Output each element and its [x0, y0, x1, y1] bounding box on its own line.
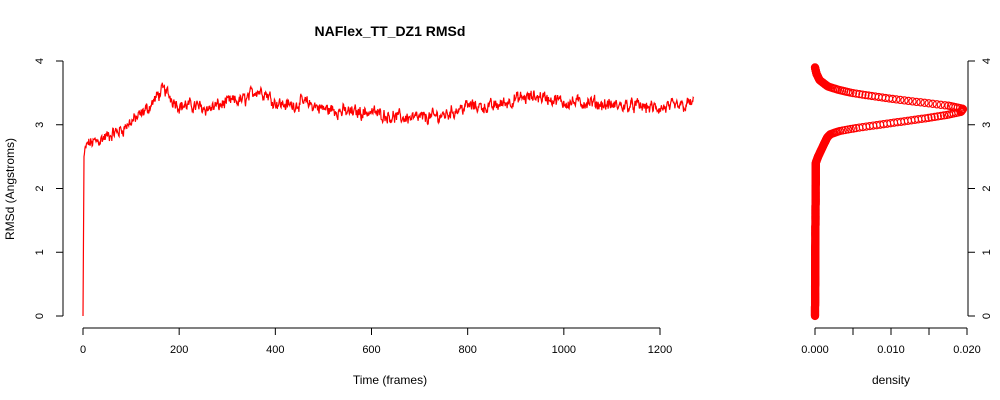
rmsd-series-line — [82, 82, 695, 317]
density-x-tick-label: 0.000 — [801, 344, 829, 356]
density-y-axis: 0 1 2 3 4 — [967, 58, 993, 319]
density-x-axis-title: density — [872, 373, 910, 387]
density-point — [932, 100, 941, 109]
density-point — [912, 97, 921, 107]
density-point — [927, 113, 936, 122]
y-tick-label: 3 — [34, 122, 46, 128]
x-tick-label: 1000 — [552, 344, 576, 356]
density-x-tick-label: 0.010 — [877, 344, 905, 356]
y-tick-label: 0 — [34, 313, 46, 319]
y-tick-label: 1 — [34, 249, 46, 255]
x-tick-label: 200 — [170, 344, 188, 356]
density-point — [846, 124, 855, 134]
y-axis-title: RMSd (Angstroms) — [3, 138, 17, 240]
density-point — [944, 101, 953, 110]
density-point — [936, 111, 946, 121]
density-y-tick-label: 0 — [981, 313, 993, 319]
chart-title: NAFlex_TT_DZ1 RMSd — [315, 23, 466, 39]
x-tick-label: 1200 — [648, 344, 672, 356]
density-point — [940, 101, 950, 110]
y-tick-label: 2 — [34, 185, 46, 191]
density-point — [933, 112, 942, 121]
x-tick-label: 400 — [266, 344, 284, 356]
density-point — [864, 91, 873, 100]
density-point — [908, 97, 917, 106]
density-point — [930, 112, 939, 122]
density-y-tick-label: 1 — [981, 249, 993, 255]
x-tick-label: 800 — [458, 344, 476, 356]
density-y-tick-label: 3 — [981, 122, 993, 128]
density-point — [924, 113, 933, 123]
density-x-tick-label: 0.020 — [953, 344, 981, 356]
density-point — [924, 99, 933, 108]
density-y-tick-label: 4 — [981, 58, 993, 64]
density-point — [928, 99, 937, 108]
y-axis: 0 1 2 3 4 — [34, 58, 64, 319]
density-point — [904, 96, 913, 106]
x-tick-label: 600 — [362, 344, 380, 356]
x-axis: 0 200 400 600 800 1000 1200 — [80, 327, 672, 356]
density-point — [858, 90, 867, 99]
density-point — [810, 63, 820, 72]
density-points — [810, 63, 968, 321]
density-point — [861, 90, 870, 100]
y-tick-label: 4 — [34, 58, 46, 64]
x-tick-label: 0 — [80, 344, 86, 356]
density-point — [867, 91, 876, 101]
density-point — [921, 114, 930, 123]
density-point — [896, 95, 905, 105]
density-point — [916, 98, 925, 107]
density-point — [920, 98, 929, 107]
density-point — [855, 89, 864, 99]
density-point — [936, 100, 945, 109]
density-point — [900, 96, 909, 105]
density-panel: 0 1 2 3 4 0.000 0.010 0.020 density — [801, 58, 993, 387]
density-y-tick-label: 2 — [981, 185, 993, 191]
density-point — [851, 89, 861, 98]
time-series-panel: 0 1 2 3 4 0 200 400 600 800 1000 1200 Time (frames… — [3, 58, 695, 387]
density-x-axis: 0.000 0.010 0.020 — [801, 327, 981, 356]
x-axis-title: Time (frames) — [353, 373, 427, 387]
